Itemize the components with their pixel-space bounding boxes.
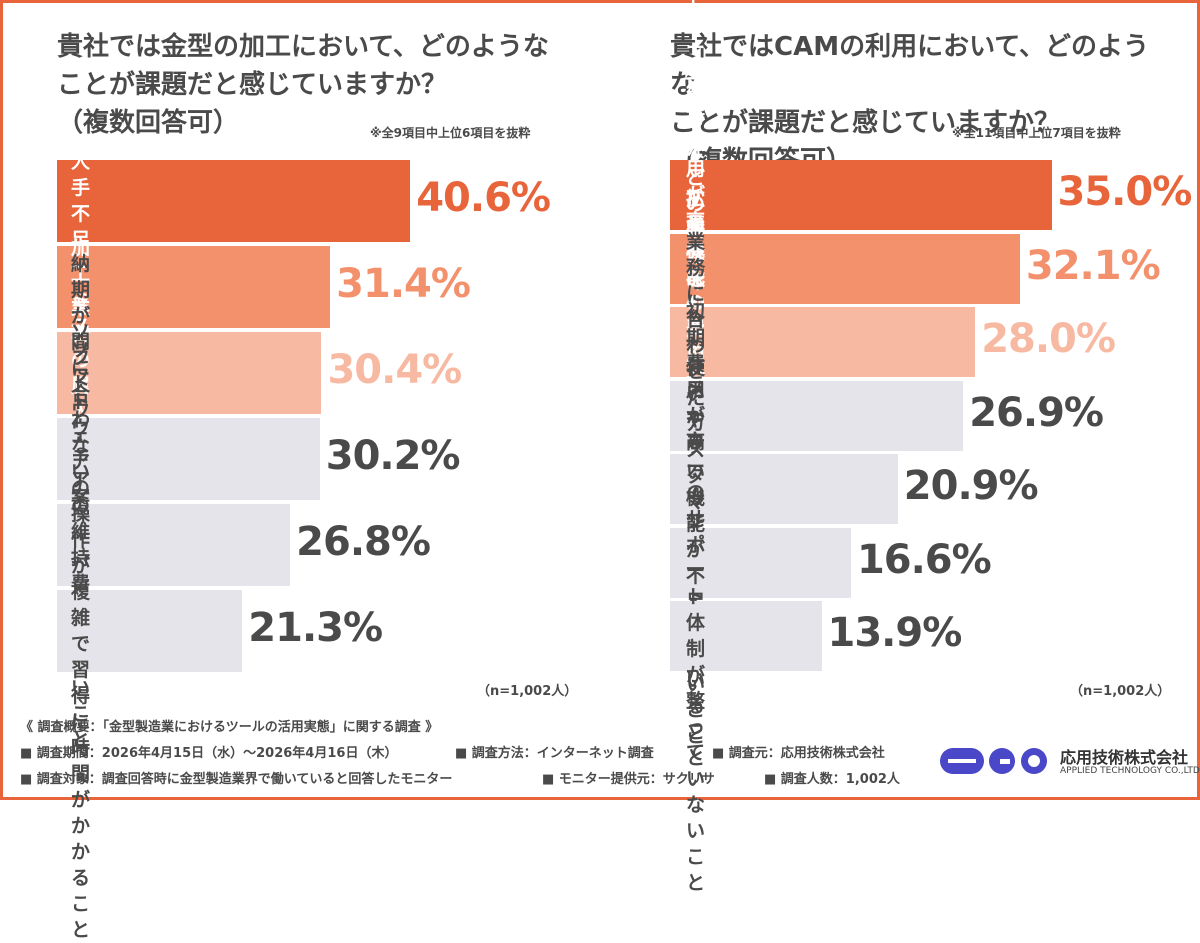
bar-value-label: 13.9% <box>827 610 963 656</box>
bar-value-label: 26.8% <box>296 519 431 565</box>
bar-value-label: 21.3% <box>248 605 383 651</box>
survey-source: ■ 調査元：応用技術株式会社 <box>712 746 885 761</box>
chart-bar <box>670 160 1052 230</box>
bar-category-label: 加工ミス <box>71 237 91 337</box>
bar-value-label: 35.0% <box>1057 169 1193 215</box>
bar-value-label: 31.4% <box>336 261 471 307</box>
left-sample-size: （n=1,002人） <box>477 684 578 699</box>
bar-value-label: 32.1% <box>1025 242 1161 289</box>
right-sample-size: （n=1,002人） <box>1070 684 1171 699</box>
bar-value-label: 28.0% <box>981 316 1116 362</box>
right-note: ※全11項目中上位7項目を抜粋 <box>952 126 1121 140</box>
chart-bar <box>670 380 964 451</box>
outer-frame <box>0 0 1200 800</box>
chart-bar <box>57 504 291 586</box>
bar-value-label: 30.2% <box>325 433 461 479</box>
chart-bar <box>670 601 822 671</box>
monitor-provider: ■ モニター提供元：サクリサ <box>542 772 715 787</box>
bar-value-label: 26.9% <box>969 389 1104 436</box>
right-question-title: 貴社ではCAMの利用において、どのような ことが課題だと感じていますか？ （複数… <box>670 32 1149 176</box>
survey-method: ■ 調査方法：インターネット調査 <box>455 746 654 761</box>
chart-bar <box>57 332 322 414</box>
survey-count: ■ 調査人数：1,002人 <box>764 772 900 787</box>
chart-bar <box>57 246 331 328</box>
bar-value-label: 40.6% <box>416 175 551 221</box>
chart-bar <box>670 307 976 377</box>
left-note: ※全9項目中上位6項目を抜粋 <box>370 126 531 140</box>
chart-bar <box>57 590 243 672</box>
company-logo: 応用技術株式会社 APPLIED TECHNOLOGY CO.,LTD. <box>940 744 1200 782</box>
bar-value-label: 30.4% <box>327 347 462 393</box>
survey-overview: 《 調査概要：「金型製造業におけるツールの活用実態」に関する調査 》 <box>20 720 439 735</box>
bar-value-label: 16.6% <box>856 536 992 583</box>
bar-category-label: メーカーのサポート体制が 整っていないこと <box>686 378 706 894</box>
bar-category-label: ソフトウェアの操作が複雑で 習得に時間がかかること <box>71 321 91 941</box>
bar-value-label: 20.9% <box>903 463 1039 509</box>
left-question-title: 貴社では金型の加工において、どのような ことが課題だと感じていますか？ （複数回… <box>57 32 549 138</box>
survey-period: ■ 調査期間：2026年4月15日（水）〜2026年4月16日（木） <box>20 746 398 761</box>
chart-bar <box>670 233 1020 304</box>
company-name-en: APPLIED TECHNOLOGY CO.,LTD. <box>1060 766 1200 776</box>
company-name: 応用技術株式会社 <box>1060 748 1189 767</box>
bar-category-label: 人手不足 <box>71 151 91 251</box>
chart-bar <box>670 454 898 524</box>
chart-bar <box>57 160 411 242</box>
company-logo-mark <box>940 748 1047 774</box>
survey-target: ■ 調査対象：調査回答時に金型製造業界で働いていると回答したモニター <box>20 772 453 787</box>
chart-bar <box>670 527 851 598</box>
chart-bar <box>57 418 320 500</box>
